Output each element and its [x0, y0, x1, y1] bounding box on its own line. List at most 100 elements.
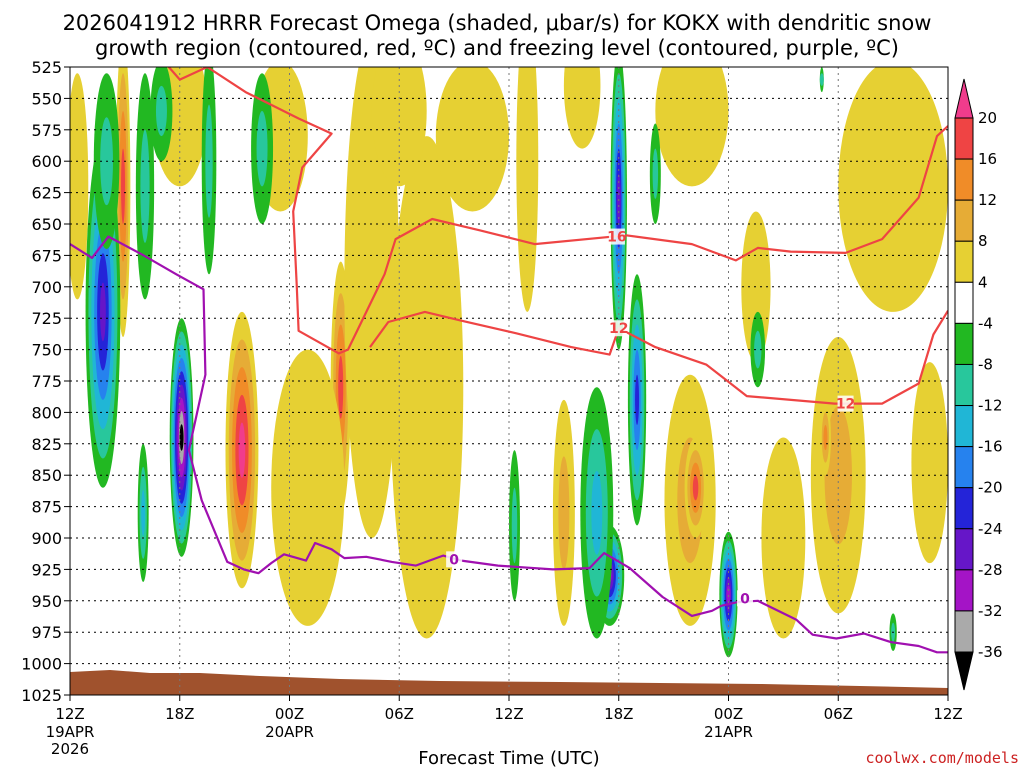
omega-down-16-band-3	[692, 475, 699, 501]
omega-up-2	[169, 318, 194, 557]
y-tick-label-650: 650	[31, 215, 62, 234]
omega-up-15-band-1	[754, 330, 762, 369]
omega-down-21-band-0	[838, 67, 948, 312]
omega-down-20-band-0	[911, 362, 948, 564]
omega-up-8	[251, 73, 274, 224]
contour-label-1: 12	[609, 321, 628, 337]
omega-up-15	[750, 311, 766, 388]
x-tick-label-0: 12Z	[55, 705, 84, 723]
omega-down-10	[371, 67, 427, 187]
y-tick-label-975: 975	[31, 623, 62, 642]
omega-up-7-band-1	[155, 85, 167, 137]
omega-up-11-band-2	[591, 471, 603, 555]
colorbar-segment-7	[954, 363, 974, 407]
contour-dgz-temp-12	[369, 310, 948, 405]
omega-down-18	[819, 399, 831, 476]
y-tick-label-1025: 1025	[21, 686, 62, 705]
colorbar-segment-0	[954, 78, 974, 119]
omega-down-9-band-0	[390, 136, 464, 639]
omega-down-14-band-1	[558, 456, 570, 570]
colorbar-segment-10	[954, 487, 974, 530]
colorbar-segment-14	[954, 651, 974, 691]
contour-label-bg-1	[610, 320, 627, 337]
omega-down-1-band-3	[121, 148, 126, 225]
y-tick-label-900: 900	[31, 529, 62, 548]
x-date-label-0: 19APR	[46, 723, 95, 741]
y-tick-label-1000: 1000	[21, 655, 62, 674]
y-tick-label-750: 750	[31, 341, 62, 360]
omega-down-19-band-0	[761, 437, 806, 639]
x-date-label-36: 21APR	[704, 723, 753, 741]
y-tick-label-600: 600	[31, 152, 62, 171]
omega-down-7	[271, 349, 345, 626]
contour-label-2: 12	[836, 397, 855, 413]
omega-down-20	[911, 362, 948, 564]
x-tick-label-12: 00Z	[275, 705, 304, 723]
y-tick-label-725: 725	[31, 309, 62, 328]
omega-up-9-band-1	[511, 487, 518, 564]
omega-down-16	[684, 437, 707, 538]
contour-label-3: 0	[449, 552, 459, 568]
colorbar-label-7: -12	[978, 397, 1003, 415]
y-tick-label-525: 525	[31, 58, 62, 77]
colorbar-label-2: 12	[978, 191, 997, 209]
omega-down-22-band-0	[655, 67, 729, 187]
credit-text: coolwx.com/models	[865, 749, 1019, 767]
colorbar-label-13: -36	[978, 643, 1003, 661]
contour-label-0: 16	[607, 230, 626, 246]
omega-down-7-band-0	[271, 349, 345, 626]
omega-up-8-band-1	[256, 110, 268, 187]
x-tick-label-36: 00Z	[714, 705, 743, 723]
omega-up-2-band-8	[179, 424, 184, 451]
omega-down-13	[563, 67, 601, 149]
y-tick-label-700: 700	[31, 278, 62, 297]
omega-up-12	[610, 67, 627, 350]
y-tick-label-550: 550	[31, 89, 62, 108]
omega-down-13-band-0	[563, 67, 601, 149]
omega-down-22	[655, 67, 729, 187]
omega-down-10-band-0	[371, 67, 427, 187]
contour-dgz-temp-16	[167, 67, 948, 355]
contour-label-bg-4	[736, 590, 753, 607]
x-tick-label-6: 18Z	[165, 705, 194, 723]
omega-up-18	[819, 67, 824, 93]
omega-up-16	[649, 123, 661, 224]
omega-down-18-band-2	[823, 424, 828, 451]
omega-up-13	[627, 274, 647, 526]
x-tick-label-42: 06Z	[824, 705, 853, 723]
omega-down-9	[390, 136, 464, 639]
x-tick-label-48: 12Z	[933, 705, 962, 723]
contour-label-4: 0	[740, 591, 750, 607]
omega-up-18-band-1	[819, 73, 824, 86]
y-tick-label-575: 575	[31, 121, 62, 140]
x-tick-label-18: 06Z	[385, 705, 414, 723]
colorbar-segment-9	[954, 446, 974, 489]
x-tick-label-30: 18Z	[604, 705, 633, 723]
colorbar-label-9: -20	[978, 479, 1003, 497]
omega-up-7	[150, 67, 173, 162]
y-tick-label-675: 675	[31, 246, 62, 265]
omega-up-1-band-5	[100, 282, 106, 342]
omega-down-2	[225, 311, 259, 589]
colorbar-label-0: 20	[978, 109, 997, 127]
terrain-surface	[70, 670, 948, 695]
omega-down-12	[516, 67, 539, 312]
colorbar-label-12: -32	[978, 602, 1003, 620]
colorbar-segment-13	[954, 610, 974, 653]
colorbar-segment-3	[954, 199, 974, 242]
y-axis: 525 550 575 600 625 650 675 700 725 750 775 800 825 8…	[21, 58, 70, 705]
omega-down-11	[435, 67, 509, 212]
y-tick-label-800: 800	[31, 403, 62, 422]
colorbar: 20 16 12 8 4 -4 -8 -12 -16 -20 -24 -28 -32 -36	[954, 78, 1003, 691]
colorbar-segment-8	[954, 405, 974, 448]
y-tick-label-825: 825	[31, 435, 62, 454]
omega-up-16-band-1	[652, 148, 659, 199]
colorbar-segment-2	[954, 158, 974, 201]
y-tick-label-775: 775	[31, 372, 62, 391]
y-tick-label-625: 625	[31, 184, 62, 203]
chart-title-line-2: growth region (contoured, red, ºC) and f…	[95, 36, 899, 60]
omega-up-11	[580, 387, 614, 639]
colorbar-segment-4	[954, 240, 974, 283]
omega-up-5-band-1	[140, 129, 150, 243]
